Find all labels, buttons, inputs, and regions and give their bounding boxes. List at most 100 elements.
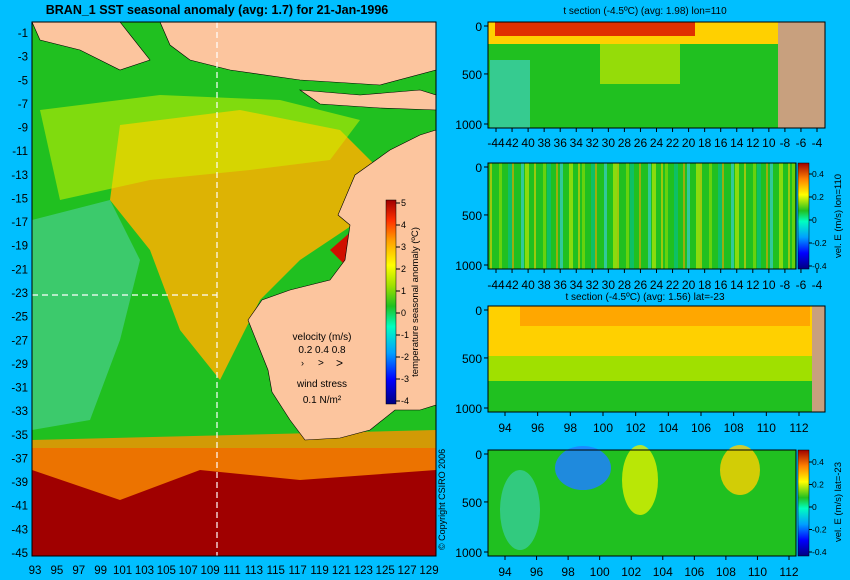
sst-colorbar-tick-label: 0 bbox=[401, 308, 406, 318]
panel-x-tick-label: 38 bbox=[537, 278, 551, 292]
vel-colorbar-tick-label: 0 bbox=[812, 215, 817, 225]
map-x-tick-label: 95 bbox=[50, 565, 63, 577]
panel-x-tick-label: 24 bbox=[650, 136, 664, 150]
panel-x-tick-label: 112 bbox=[789, 421, 808, 435]
wind-stress-scale: 0.1 N/m² bbox=[303, 395, 342, 406]
panel4-blue-core bbox=[555, 446, 611, 490]
panel-x-tick-label: -8 bbox=[780, 278, 791, 292]
map-x-tick-label: 119 bbox=[310, 565, 328, 577]
panel-x-tick-label: 102 bbox=[621, 565, 641, 579]
wind-stress-label: wind stress bbox=[296, 379, 347, 390]
map-y-tick-label: -19 bbox=[11, 241, 28, 253]
panel2-stripe bbox=[560, 163, 563, 269]
panel2-stripe bbox=[683, 163, 685, 269]
panel2-stripe bbox=[652, 163, 656, 269]
panel2-stripe bbox=[521, 163, 524, 269]
map-frame bbox=[31, 21, 437, 557]
panel-x-tick-label: 104 bbox=[658, 421, 678, 435]
panel2-stripe bbox=[543, 163, 546, 269]
panel-x-tick-label: -4 bbox=[812, 278, 823, 292]
map-y-tick-label: -11 bbox=[12, 146, 28, 158]
panel2-stripe bbox=[696, 163, 700, 269]
panel2-stripe bbox=[604, 163, 607, 269]
panel2-stripe bbox=[578, 163, 580, 269]
panel-x-tick-label: 36 bbox=[554, 278, 568, 292]
panel1-plot bbox=[487, 21, 826, 129]
vel-colorbar-tick-label: -0.4 bbox=[812, 547, 827, 557]
panel-x-tick-label: -8 bbox=[780, 136, 791, 150]
panel4-yellow-core bbox=[622, 445, 658, 515]
panel-x-tick-label: 14 bbox=[730, 278, 744, 292]
panel3-plot bbox=[487, 305, 826, 413]
panel4-plot bbox=[487, 445, 797, 557]
map-x-tick-label: 101 bbox=[113, 565, 132, 577]
panel2-stripe bbox=[779, 163, 783, 269]
panel2-stripes bbox=[490, 163, 795, 269]
panel-x-tick-label: 42 bbox=[505, 278, 519, 292]
panel2-stripe bbox=[687, 163, 690, 269]
panel2-stripe bbox=[490, 163, 492, 269]
map-x-tick-label: 103 bbox=[135, 565, 154, 577]
sst-colorbar-tick-label: -4 bbox=[401, 396, 409, 406]
map-y-tick-label: -21 bbox=[11, 264, 28, 276]
map-cool-west bbox=[32, 200, 140, 430]
panel-x-tick-label: 10 bbox=[762, 278, 776, 292]
panel2-stripe bbox=[512, 163, 514, 269]
panel-x-tick-label: 104 bbox=[653, 565, 673, 579]
sst-colorbar-label: temperature seasonal anomaly (ºC) bbox=[410, 227, 421, 377]
vel-colorbar-tick-label: -0.4 bbox=[812, 261, 827, 271]
panel4-colorbar-label: vel. E (m/s) lat=-23 bbox=[833, 462, 844, 542]
panel-x-tick-label: 22 bbox=[666, 278, 680, 292]
panel2-stripe bbox=[674, 163, 678, 269]
panel2-stripe bbox=[626, 163, 629, 269]
map-y-tick-label: -15 bbox=[11, 193, 28, 205]
velocity-arrow-medium: > bbox=[318, 358, 324, 369]
map-legend: velocity (m/s) 0.2 0.4 0.8 › > > wind st… bbox=[293, 332, 352, 406]
panel2-frame bbox=[487, 162, 797, 270]
panel-x-tick-label: 28 bbox=[618, 278, 632, 292]
panel2-colorbar-ticks: 0.4 0.2 0 -0.2 -0.4 bbox=[809, 169, 827, 271]
panel3-surface-orange bbox=[520, 306, 810, 326]
map-x-tick-label: 105 bbox=[157, 565, 176, 577]
panel-x-tick-label: 12 bbox=[746, 136, 760, 150]
map-x-ticks: 93 95 97 99 101 103 105 107 109 111 113 115 117 119 12… bbox=[29, 565, 439, 577]
panel2-stripe bbox=[547, 163, 551, 269]
panel2-stripe bbox=[731, 163, 734, 269]
panel-x-tick-label: 110 bbox=[748, 565, 767, 579]
panel-y-tick-label: 1000 bbox=[455, 546, 482, 560]
panel2-stripe bbox=[735, 163, 739, 269]
sst-colorbar bbox=[385, 199, 397, 405]
velocity-arrow-small: › bbox=[301, 358, 304, 368]
vel-colorbar-tick-label: -0.2 bbox=[812, 525, 827, 535]
map-y-tick-label: -37 bbox=[11, 453, 28, 465]
map-y-tick-label: -27 bbox=[11, 335, 28, 347]
panel-x-tick-label: 20 bbox=[682, 136, 696, 150]
panel3-title: t section (-4.5ºC) (avg: 1.56) lat=-23 bbox=[566, 292, 725, 303]
panel2-stripe bbox=[700, 163, 702, 269]
velocity-scale: 0.2 0.4 0.8 bbox=[298, 345, 346, 356]
map-x-tick-label: 125 bbox=[376, 565, 395, 577]
map-y-tick-label: -31 bbox=[11, 383, 28, 395]
map-y-tick-label: -5 bbox=[18, 75, 28, 87]
panel2-stripe bbox=[582, 163, 585, 269]
panel2-colorbar-label: vel. E (m/s) lon=110 bbox=[833, 174, 844, 258]
map-x-tick-label: 121 bbox=[332, 565, 351, 577]
panel4-cyan-core bbox=[500, 470, 540, 550]
panel2-stripe bbox=[718, 163, 722, 269]
map-y-tick-label: -9 bbox=[18, 123, 28, 135]
panel2-stripe bbox=[661, 163, 663, 269]
panel-x-tick-label: 16 bbox=[714, 136, 728, 150]
panel-x-tick-label: 108 bbox=[724, 421, 744, 435]
panel-x-tick-label: 30 bbox=[602, 136, 616, 150]
panel-y-tick-label: 500 bbox=[462, 496, 482, 510]
map-y-ticks: -1 -3 -5 -7 -9 -11 -13 -15 -17 -19 -21 -23 -25 -27 -29… bbox=[11, 28, 28, 560]
panel-x-tick-label: 94 bbox=[498, 565, 512, 579]
panel2-stripe bbox=[744, 163, 746, 269]
map-x-tick-label: 109 bbox=[201, 565, 220, 577]
panel-x-tick-label: 100 bbox=[593, 421, 613, 435]
panel-x-tick-label: 32 bbox=[586, 136, 600, 150]
panel-x-tick-label: 10 bbox=[762, 136, 776, 150]
panel2-stripe bbox=[788, 163, 790, 269]
panel-y-tick-label: 0 bbox=[475, 20, 482, 34]
